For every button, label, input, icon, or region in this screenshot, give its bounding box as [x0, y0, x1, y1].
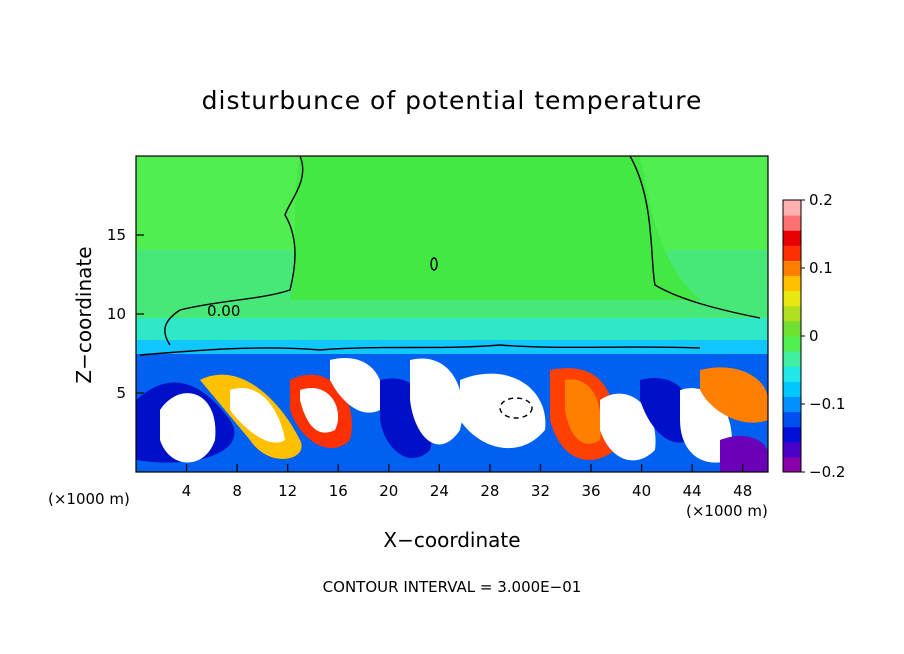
eddy-blob: [160, 393, 216, 463]
eddy-blob: [640, 378, 693, 443]
colorbar-swatch: [783, 260, 801, 277]
x-unit-label-right: (×1000 m): [686, 502, 768, 520]
colorbar-swatch: [783, 320, 801, 337]
x-tick-label: 44: [683, 482, 702, 500]
y-tick-label: 5: [116, 384, 126, 402]
chart-title: disturbunce of potential temperature: [201, 86, 703, 115]
plot-area: [136, 156, 768, 472]
x-tick-label: 48: [733, 482, 752, 500]
colorbar: 0.2 0.1 0 −0.1 −0.2: [782, 191, 845, 481]
colorbar-swatch: [783, 290, 801, 307]
y-tick-label: 10: [107, 305, 126, 323]
eddy-blob: [300, 388, 339, 433]
upper-dome: [290, 156, 700, 300]
x-tick-label: 24: [430, 482, 449, 500]
colorbar-swatch: [783, 456, 801, 473]
colorbar-tick-label: 0: [809, 327, 819, 345]
eddy-blob: [410, 358, 463, 445]
colorbar-tick-label: 0.2: [809, 191, 833, 209]
contour-value-label: 0.00: [207, 302, 240, 320]
x-tick-label: 40: [632, 482, 651, 500]
colorbar-swatch: [783, 396, 801, 413]
eddy-blob: [700, 367, 768, 423]
turbulence-layer: [136, 358, 768, 472]
small-contour: [430, 257, 438, 271]
x-tick-label: 16: [329, 482, 348, 500]
y-axis-label: Z−coordinate: [72, 246, 96, 384]
x-tick-label: 20: [379, 482, 398, 500]
colorbar-swatch: [783, 200, 801, 216]
colorbar-tick-label: 0.1: [809, 259, 833, 277]
colorbar-swatch: [783, 381, 801, 397]
zero-contour: [139, 344, 701, 356]
y-tick-label: 15: [107, 226, 126, 244]
x-tick-label: 36: [581, 482, 600, 500]
x-tick-label: 28: [480, 482, 499, 500]
colorbar-swatch: [783, 351, 801, 367]
eddy-blob: [600, 393, 656, 461]
colorbar-swatch: [783, 366, 801, 382]
x-tick-label: 32: [531, 482, 550, 500]
eddy-blob: [565, 379, 601, 444]
x-tick-label: 4: [182, 482, 192, 500]
colorbar-swatch: [783, 441, 801, 458]
small-contour: [499, 397, 533, 419]
colorbar-tick-label: −0.2: [809, 463, 845, 481]
colorbar-swatch: [783, 215, 801, 231]
zero-contour: [629, 156, 761, 319]
eddy-blob: [230, 388, 285, 443]
x-tick-label: 12: [278, 482, 297, 500]
x-tick-label: 8: [232, 482, 242, 500]
colorbar-tick-label: −0.1: [809, 395, 845, 413]
colorbar-swatch: [783, 245, 801, 261]
contour-lines: [139, 156, 761, 419]
colorbar-swatch: [783, 275, 801, 292]
zero-contour: [164, 156, 304, 346]
contour-interval-note: CONTOUR INTERVAL = 3.000E−01: [322, 578, 582, 596]
colorbar-swatch: [783, 426, 801, 443]
eddy-blob: [460, 373, 546, 449]
eddy-blob: [330, 358, 383, 413]
eddy-blob: [720, 435, 768, 472]
x-axis-label: X−coordinate: [383, 528, 521, 552]
colorbar-swatch: [783, 305, 801, 322]
colorbar-swatch: [783, 411, 801, 428]
field-band-cyan: [136, 318, 768, 340]
colorbar-swatch: [783, 336, 801, 352]
x-unit-label-left: (×1000 m): [48, 490, 130, 508]
colorbar-swatch: [783, 230, 801, 246]
